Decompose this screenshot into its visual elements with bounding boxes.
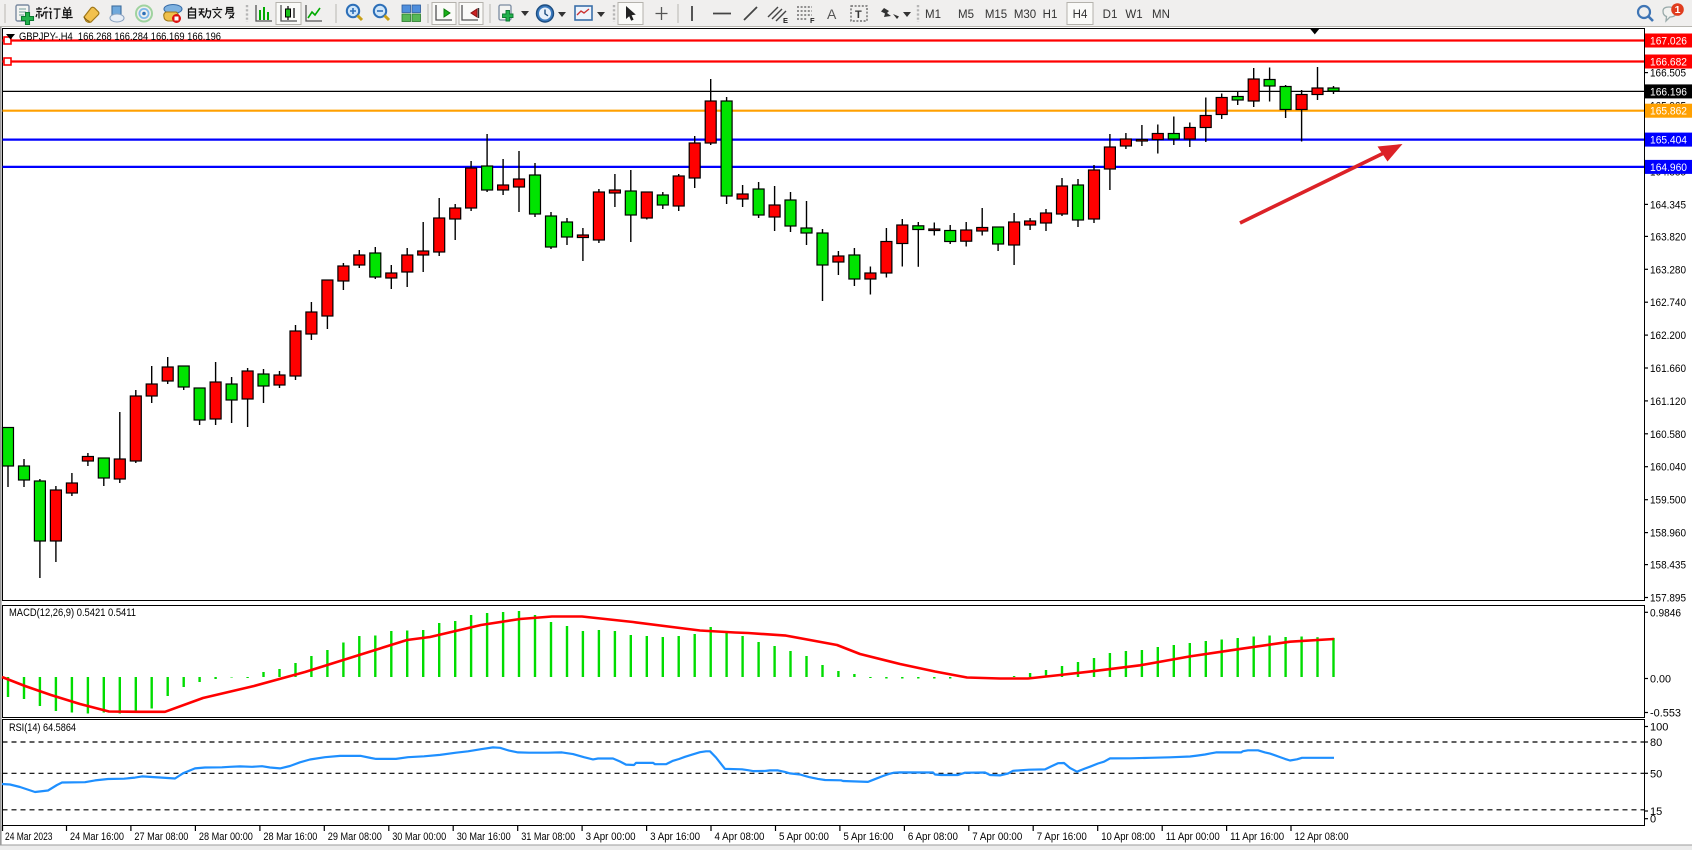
svg-text:M30: M30 bbox=[1014, 9, 1036, 21]
svg-text:F: F bbox=[810, 16, 815, 25]
svg-text:11 Apr 00:00: 11 Apr 00:00 bbox=[1166, 831, 1220, 843]
svg-text:12 Apr 08:00: 12 Apr 08:00 bbox=[1295, 831, 1349, 843]
svg-text:157.895: 157.895 bbox=[1650, 593, 1686, 605]
svg-text:167.026: 167.026 bbox=[1650, 36, 1687, 48]
svg-text:100: 100 bbox=[1650, 722, 1668, 734]
svg-text:160.040: 160.040 bbox=[1650, 462, 1686, 474]
svg-text:29 Mar 08:00: 29 Mar 08:00 bbox=[328, 831, 382, 843]
svg-text:163.820: 163.820 bbox=[1650, 231, 1686, 243]
svg-text:162.200: 162.200 bbox=[1650, 330, 1686, 342]
svg-text:164.960: 164.960 bbox=[1650, 162, 1687, 174]
svg-text:30 Mar 00:00: 30 Mar 00:00 bbox=[392, 831, 446, 843]
svg-text:160.580: 160.580 bbox=[1650, 429, 1686, 441]
svg-text:10 Apr 08:00: 10 Apr 08:00 bbox=[1101, 831, 1155, 843]
svg-text:D1: D1 bbox=[1103, 9, 1118, 21]
svg-text:3 Apr 16:00: 3 Apr 16:00 bbox=[650, 831, 700, 843]
svg-text:MACD(12,26,9) 0.5421 0.5411: MACD(12,26,9) 0.5421 0.5411 bbox=[9, 607, 136, 619]
svg-text:H1: H1 bbox=[1043, 9, 1058, 21]
svg-text:165.862: 165.862 bbox=[1650, 106, 1687, 118]
svg-text:24 Mar 16:00: 24 Mar 16:00 bbox=[70, 831, 124, 843]
svg-text:H4: H4 bbox=[1073, 9, 1088, 21]
svg-text:7 Apr 16:00: 7 Apr 16:00 bbox=[1037, 831, 1087, 843]
svg-text:165.404: 165.404 bbox=[1650, 135, 1687, 147]
svg-text:5 Apr 16:00: 5 Apr 16:00 bbox=[843, 831, 893, 843]
svg-text:11 Apr 16:00: 11 Apr 16:00 bbox=[1230, 831, 1284, 843]
svg-text:W1: W1 bbox=[1125, 9, 1142, 21]
svg-text:166.682: 166.682 bbox=[1650, 57, 1687, 69]
svg-text:M1: M1 bbox=[925, 9, 941, 21]
svg-text:159.500: 159.500 bbox=[1650, 495, 1686, 507]
svg-text:31 Mar 08:00: 31 Mar 08:00 bbox=[521, 831, 575, 843]
svg-text:T: T bbox=[855, 9, 862, 21]
svg-text:24 Mar 2023: 24 Mar 2023 bbox=[5, 831, 53, 843]
svg-text:M15: M15 bbox=[985, 9, 1007, 21]
svg-text:0.9846: 0.9846 bbox=[1650, 607, 1681, 619]
svg-text:163.280: 163.280 bbox=[1650, 264, 1686, 276]
svg-text:-0.553: -0.553 bbox=[1650, 708, 1681, 720]
svg-text:3 Apr 00:00: 3 Apr 00:00 bbox=[586, 831, 636, 843]
svg-text:28 Mar 00:00: 28 Mar 00:00 bbox=[199, 831, 253, 843]
svg-text:27 Mar 08:00: 27 Mar 08:00 bbox=[134, 831, 188, 843]
svg-text:6 Apr 08:00: 6 Apr 08:00 bbox=[908, 831, 958, 843]
svg-text:166.505: 166.505 bbox=[1650, 68, 1686, 80]
svg-text:80: 80 bbox=[1650, 737, 1662, 749]
svg-text:158.960: 158.960 bbox=[1650, 528, 1686, 540]
svg-text:0.00: 0.00 bbox=[1650, 674, 1671, 686]
svg-text:M5: M5 bbox=[958, 9, 974, 21]
svg-text:1: 1 bbox=[1675, 4, 1681, 16]
svg-text:50: 50 bbox=[1650, 768, 1662, 780]
svg-text:E: E bbox=[783, 16, 788, 25]
svg-text:4 Apr 08:00: 4 Apr 08:00 bbox=[715, 831, 765, 843]
svg-text:161.660: 161.660 bbox=[1650, 363, 1686, 375]
svg-text:161.120: 161.120 bbox=[1650, 396, 1686, 408]
svg-text:GBPJPY-.H4 166.268 166.284 16: GBPJPY-.H4 166.268 166.284 166.169 166.1… bbox=[19, 31, 221, 43]
svg-text:7 Apr 00:00: 7 Apr 00:00 bbox=[972, 831, 1022, 843]
svg-text:MN: MN bbox=[1152, 9, 1170, 21]
svg-text:30 Mar 16:00: 30 Mar 16:00 bbox=[457, 831, 511, 843]
svg-text:28 Mar 16:00: 28 Mar 16:00 bbox=[263, 831, 317, 843]
svg-text:164.345: 164.345 bbox=[1650, 199, 1686, 211]
svg-text:RSI(14) 64.5864: RSI(14) 64.5864 bbox=[9, 722, 76, 734]
svg-text:158.435: 158.435 bbox=[1650, 560, 1686, 572]
svg-text:5 Apr 00:00: 5 Apr 00:00 bbox=[779, 831, 829, 843]
svg-text:0: 0 bbox=[1650, 814, 1656, 826]
svg-text:162.740: 162.740 bbox=[1650, 297, 1686, 309]
svg-text:A: A bbox=[827, 6, 837, 22]
svg-text:166.196: 166.196 bbox=[1650, 86, 1687, 98]
svg-text:15: 15 bbox=[1650, 806, 1662, 818]
